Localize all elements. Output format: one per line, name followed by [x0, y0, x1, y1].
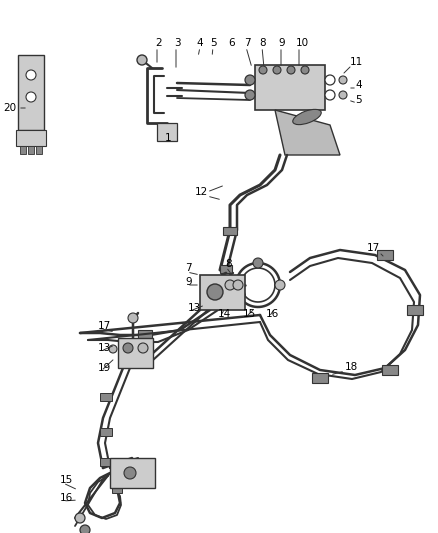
- Text: 5: 5: [210, 38, 217, 48]
- Text: 9: 9: [278, 38, 285, 48]
- Bar: [223, 227, 237, 235]
- Circle shape: [259, 66, 267, 74]
- Bar: [377, 250, 393, 260]
- Circle shape: [124, 467, 136, 479]
- Text: 18: 18: [345, 362, 358, 372]
- Circle shape: [273, 66, 281, 74]
- Bar: [20, 146, 26, 154]
- Circle shape: [128, 313, 138, 323]
- Bar: [110, 458, 155, 488]
- Text: 17: 17: [98, 321, 111, 331]
- Text: 6: 6: [228, 38, 235, 48]
- Bar: [36, 146, 42, 154]
- Bar: [157, 123, 177, 141]
- Circle shape: [287, 66, 295, 74]
- Text: 19: 19: [98, 363, 111, 373]
- Circle shape: [137, 55, 147, 65]
- Circle shape: [253, 258, 263, 268]
- Bar: [100, 428, 112, 436]
- Bar: [112, 486, 122, 493]
- Text: 16: 16: [60, 493, 73, 503]
- Bar: [382, 365, 398, 375]
- Circle shape: [339, 91, 347, 99]
- Bar: [28, 146, 34, 154]
- Bar: [312, 373, 328, 383]
- Circle shape: [339, 76, 347, 84]
- Circle shape: [325, 75, 335, 85]
- Text: 15: 15: [60, 475, 73, 485]
- Text: 12: 12: [195, 187, 208, 197]
- Text: 13: 13: [98, 343, 111, 353]
- Text: 10: 10: [296, 38, 309, 48]
- Bar: [100, 393, 112, 401]
- Bar: [16, 130, 46, 146]
- Text: 16: 16: [266, 309, 279, 319]
- Text: 4: 4: [355, 80, 362, 90]
- Text: 13: 13: [188, 303, 201, 313]
- Circle shape: [123, 343, 133, 353]
- Text: 3: 3: [174, 38, 180, 48]
- Text: 5: 5: [355, 95, 362, 105]
- Text: 4: 4: [196, 38, 203, 48]
- Bar: [100, 458, 112, 466]
- Bar: [118, 338, 153, 368]
- Circle shape: [26, 92, 36, 102]
- Text: 9: 9: [185, 277, 192, 287]
- Text: 17: 17: [367, 243, 380, 253]
- Circle shape: [75, 513, 85, 523]
- Circle shape: [325, 90, 335, 100]
- Circle shape: [80, 525, 90, 533]
- Circle shape: [245, 90, 255, 100]
- Text: 8: 8: [259, 38, 265, 48]
- Bar: [220, 265, 232, 273]
- Bar: [138, 330, 152, 340]
- Text: 20: 20: [3, 103, 16, 113]
- Text: 2: 2: [155, 38, 162, 48]
- Bar: [255, 65, 325, 110]
- Circle shape: [301, 66, 309, 74]
- Circle shape: [207, 284, 223, 300]
- Circle shape: [225, 280, 235, 290]
- Ellipse shape: [293, 109, 321, 125]
- Circle shape: [109, 345, 117, 353]
- Circle shape: [233, 280, 243, 290]
- Bar: [18, 55, 44, 130]
- Bar: [200, 275, 245, 310]
- Bar: [407, 305, 423, 315]
- Circle shape: [245, 75, 255, 85]
- Circle shape: [138, 343, 148, 353]
- Text: 14: 14: [218, 309, 231, 319]
- Circle shape: [275, 280, 285, 290]
- Text: 11: 11: [350, 57, 363, 67]
- Text: 1: 1: [165, 133, 172, 143]
- Text: 8: 8: [225, 259, 232, 269]
- Text: 7: 7: [185, 263, 192, 273]
- Polygon shape: [275, 110, 340, 155]
- Text: 7: 7: [244, 38, 251, 48]
- Circle shape: [26, 70, 36, 80]
- Text: 15: 15: [243, 309, 256, 319]
